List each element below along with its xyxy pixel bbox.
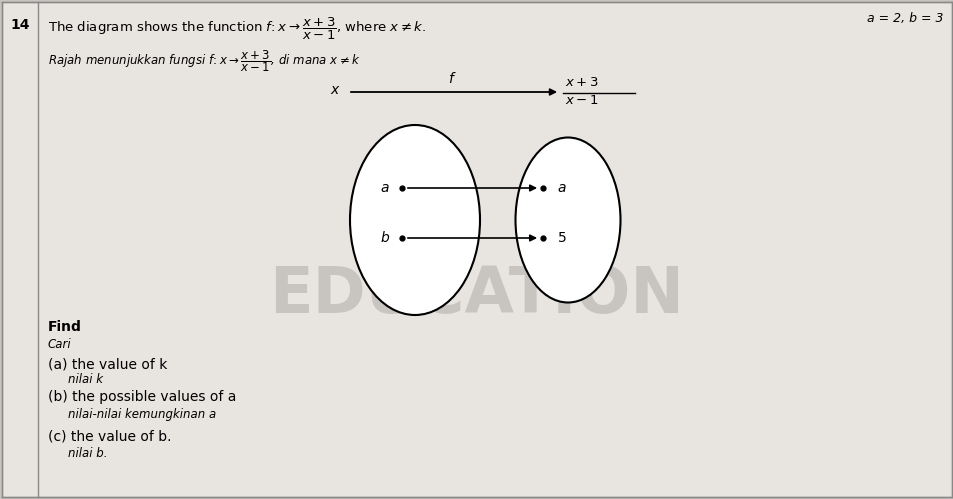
Text: (b) the possible values of a: (b) the possible values of a <box>48 390 236 404</box>
Text: $5$: $5$ <box>557 231 566 245</box>
Text: Cari: Cari <box>48 338 71 351</box>
Text: $x + 3$: $x + 3$ <box>564 75 598 88</box>
Text: EDUCATION: EDUCATION <box>270 264 683 326</box>
Text: $x$: $x$ <box>330 83 340 97</box>
Text: (c) the value of b.: (c) the value of b. <box>48 430 172 444</box>
Text: $a$: $a$ <box>380 181 390 195</box>
Text: Find: Find <box>48 320 82 334</box>
Text: nilai k: nilai k <box>68 373 103 386</box>
Text: $f$: $f$ <box>447 70 456 85</box>
Text: nilai-nilai kemungkinan a: nilai-nilai kemungkinan a <box>68 408 216 421</box>
Text: $a$: $a$ <box>557 181 566 195</box>
Text: a = 2, b = 3: a = 2, b = 3 <box>866 12 943 25</box>
Ellipse shape <box>350 125 479 315</box>
Text: Rajah menunjukkan fungsi $f\!:x \rightarrow \dfrac{x+3}{x-1}$, di mana $x \neq k: Rajah menunjukkan fungsi $f\!:x \rightar… <box>48 48 360 74</box>
Text: 14: 14 <box>10 18 30 32</box>
Text: The diagram shows the function $f\!:x \rightarrow \dfrac{x+3}{x-1}$, where $x \n: The diagram shows the function $f\!:x \r… <box>48 16 426 42</box>
Ellipse shape <box>515 138 619 302</box>
Text: $x - 1$: $x - 1$ <box>564 93 598 106</box>
Text: (a) the value of k: (a) the value of k <box>48 358 167 372</box>
Text: nilai b.: nilai b. <box>68 447 108 460</box>
Text: $b$: $b$ <box>379 231 390 246</box>
